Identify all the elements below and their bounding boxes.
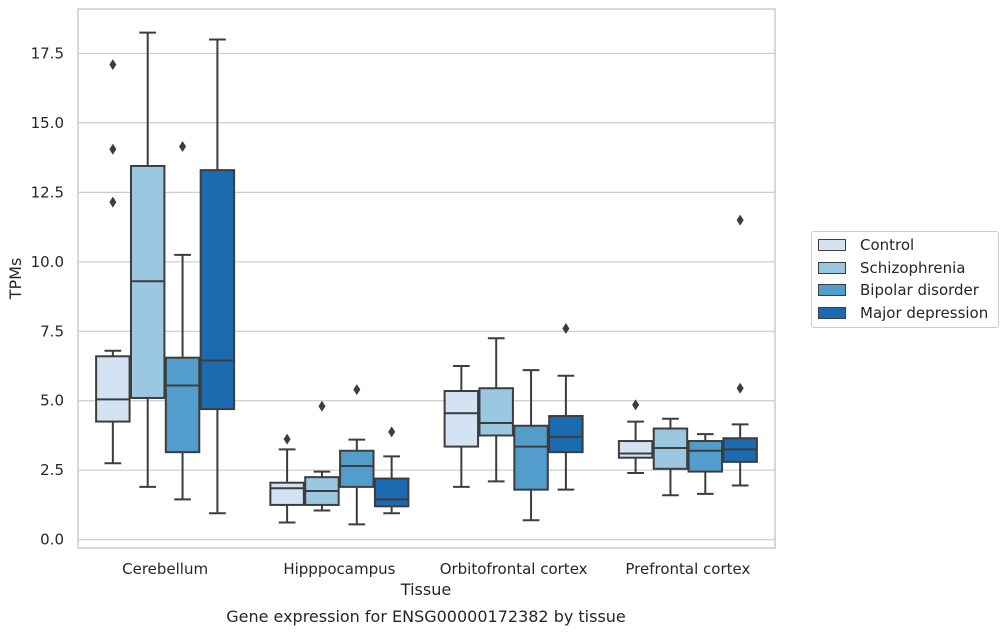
chart-title: Gene expression for ENSG00000172382 by t… [226, 607, 626, 626]
legend-item-bipolar-disorder: Bipolar disorder [818, 280, 979, 300]
legend-swatch [818, 239, 846, 251]
y-tick-label: 17.5 [31, 44, 64, 62]
outlier-point [736, 214, 744, 226]
y-tick-label: 10.0 [31, 253, 64, 271]
box [687, 440, 724, 473]
y-axis-ticks: 0.0 2.5 5.0 7.5 10.0 12.5 15.0 17.5 [31, 44, 64, 548]
box [548, 415, 584, 454]
box [513, 424, 549, 491]
series-control [95, 59, 654, 524]
y-tick-label: 15.0 [31, 114, 64, 132]
box [478, 387, 514, 437]
x-tick-label: Orbitofrontal cortex [440, 560, 588, 578]
y-axis-label: TPMs [6, 258, 25, 301]
outlier-point [109, 59, 117, 71]
y-tick-label: 0.0 [40, 531, 64, 549]
legend: Control Schizophrenia Bipolar disorder M… [811, 231, 999, 328]
y-tick-label: 5.0 [40, 392, 64, 410]
legend-label: Control [860, 236, 915, 254]
outlier-point [388, 426, 396, 438]
legend-item-control: Control [818, 235, 914, 255]
box [339, 449, 375, 488]
outlier-point [179, 141, 187, 153]
outlier-point [736, 382, 744, 394]
y-tick-label: 12.5 [31, 183, 64, 201]
box [617, 440, 654, 459]
legend-label: Bipolar disorder [860, 281, 979, 299]
y-tick-label: 7.5 [40, 322, 64, 340]
legend-swatch [818, 307, 846, 319]
outlier-point [318, 400, 326, 412]
box [164, 356, 201, 454]
x-tick-label: Prefrontal cortex [625, 560, 750, 578]
legend-label: Schizophrenia [860, 259, 966, 277]
y-tick-label: 2.5 [40, 461, 64, 479]
box [199, 169, 236, 411]
x-axis-ticks: Cerebellum Hipppocampus Orbitofrontal cort… [122, 560, 750, 578]
x-tick-label: Hipppocampus [283, 560, 395, 578]
legend-swatch [818, 262, 846, 274]
series-bipolar-disorder [164, 141, 724, 526]
outlier-point [109, 196, 117, 208]
legend-swatch [818, 284, 846, 296]
box [373, 477, 410, 508]
plot-frame [77, 8, 776, 549]
series-schizophrenia [129, 31, 689, 512]
outlier-point [562, 323, 570, 335]
box [443, 390, 480, 448]
outlier-point [109, 143, 117, 155]
box [95, 355, 131, 423]
outlier-point [283, 433, 291, 445]
box-series [95, 31, 758, 526]
outlier-point [353, 384, 361, 396]
legend-item-major-depression: Major depression [818, 303, 988, 323]
outlier-point [632, 399, 640, 411]
legend-label: Major depression [860, 304, 989, 322]
legend-item-schizophrenia: Schizophrenia [818, 258, 965, 278]
series-major-depression [199, 38, 758, 515]
box [269, 481, 305, 506]
x-axis-label: Tissue [400, 580, 451, 599]
x-tick-label: Cerebellum [122, 560, 208, 578]
